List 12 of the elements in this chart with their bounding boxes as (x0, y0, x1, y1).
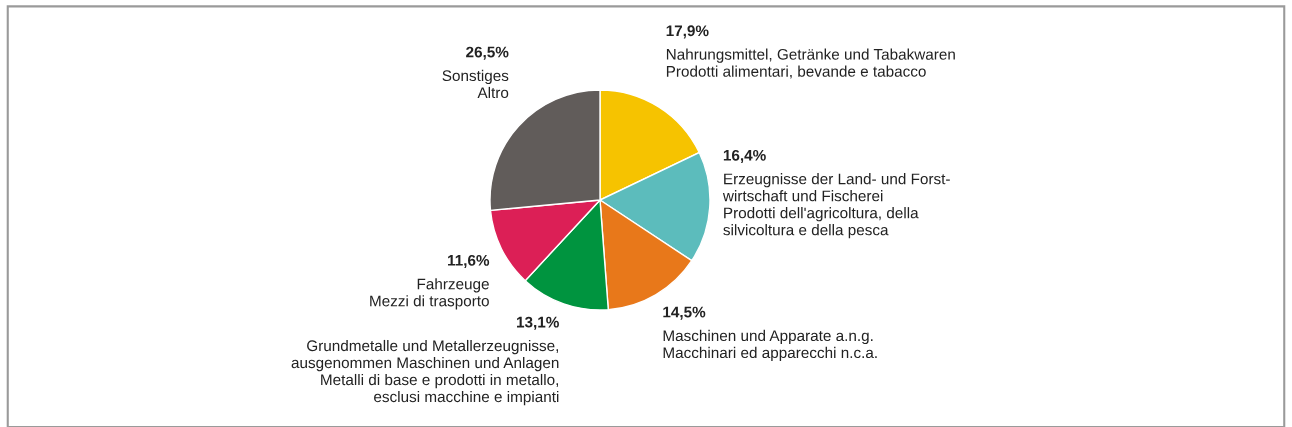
data-label: 14,5% (663, 306, 706, 320)
slice-label: Grundmetalle und Metallerzeugnisse, ausgenommen Maschinen und Anlagen Metalli di base e prodotti in metallo, esclusi macchine e impianti (291, 339, 559, 406)
slice-label: Erzeugnisse der Land- und Forst- wirtschaft und Fischerei Prodotti dell'agricoltura, della silvicoltura e della pesca (722, 173, 950, 239)
slice-label: Fahrzeuge Mezzi di trasporto (370, 278, 489, 310)
slice-label: Maschinen und Apparate a.n.g. Macchinari ed apparecchi n.c.a. (663, 329, 877, 362)
data-label: 26,5% (466, 46, 509, 60)
slice-label: Nahrungsmittel, Getränke und Tabakwaren Prodotti alimentari, bevande e tabacco (666, 48, 955, 79)
data-label: 17,9% (666, 25, 709, 39)
data-label: 13,1% (517, 316, 559, 330)
slice-label: Sonstiges Altro (442, 69, 509, 99)
data-label: 16,4% (723, 149, 766, 163)
data-label: 11,6% (448, 254, 490, 268)
